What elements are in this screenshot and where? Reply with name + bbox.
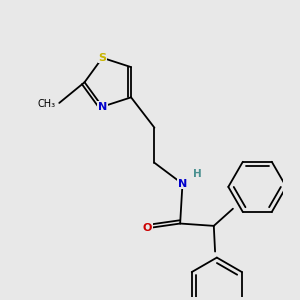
Text: H: H xyxy=(193,169,202,178)
Text: CH₃: CH₃ xyxy=(38,99,56,109)
Text: O: O xyxy=(143,223,152,233)
Text: S: S xyxy=(98,53,106,63)
Text: N: N xyxy=(178,179,187,189)
Text: N: N xyxy=(98,102,107,112)
